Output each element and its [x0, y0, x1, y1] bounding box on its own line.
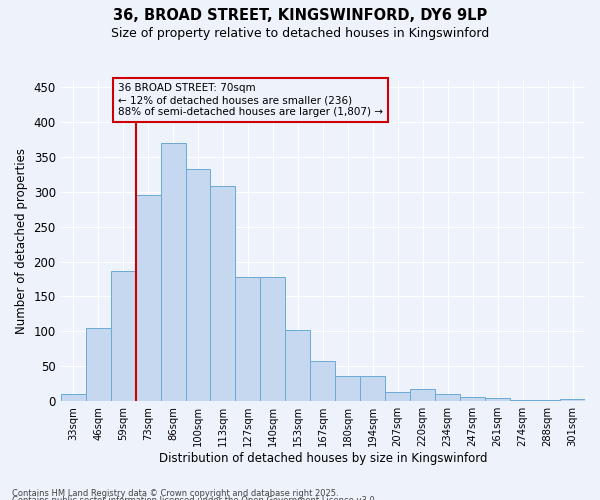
Bar [260, 277, 286, 401]
Bar [535, 400, 560, 401]
Y-axis label: Number of detached properties: Number of detached properties [15, 148, 28, 334]
Bar [335, 376, 360, 401]
Bar [510, 400, 535, 401]
Bar [185, 170, 211, 401]
Bar [136, 195, 161, 401]
Bar [460, 397, 485, 401]
Text: 36 BROAD STREET: 70sqm
← 12% of detached houses are smaller (236)
88% of semi-de: 36 BROAD STREET: 70sqm ← 12% of detached… [118, 84, 383, 116]
Bar [161, 143, 185, 401]
Bar [110, 270, 136, 401]
Bar [410, 390, 435, 401]
Bar [485, 398, 510, 401]
Text: 36, BROAD STREET, KINGSWINFORD, DY6 9LP: 36, BROAD STREET, KINGSWINFORD, DY6 9LP [113, 8, 487, 22]
Bar [86, 328, 110, 401]
Bar [360, 376, 385, 401]
Text: Size of property relative to detached houses in Kingswinford: Size of property relative to detached ho… [111, 28, 489, 40]
Bar [435, 394, 460, 401]
Bar [235, 277, 260, 401]
X-axis label: Distribution of detached houses by size in Kingswinford: Distribution of detached houses by size … [158, 452, 487, 465]
Text: Contains HM Land Registry data © Crown copyright and database right 2025.: Contains HM Land Registry data © Crown c… [12, 488, 338, 498]
Bar [310, 362, 335, 401]
Bar [211, 186, 235, 401]
Bar [385, 392, 410, 401]
Bar [560, 399, 585, 401]
Text: Contains public sector information licensed under the Open Government Licence v3: Contains public sector information licen… [12, 496, 377, 500]
Bar [61, 394, 86, 401]
Bar [286, 330, 310, 401]
